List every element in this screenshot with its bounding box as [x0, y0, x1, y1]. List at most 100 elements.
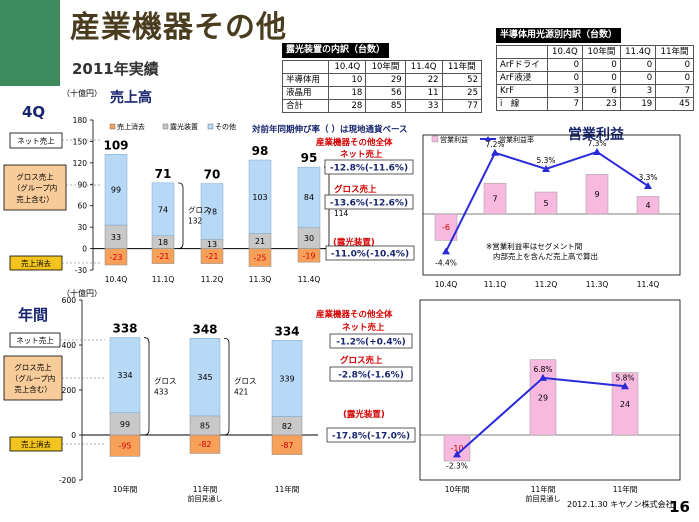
q-op-rate-label: 7.3% [587, 139, 606, 148]
q-op-rate-marker [442, 247, 450, 255]
semis-table-row: ArFドライ 0 0 0 0 [496, 58, 694, 72]
q-sales-bar-other-label: 99 [111, 186, 121, 195]
green-accent-bar [0, 0, 60, 86]
a-sales-gross-label: グロス [154, 375, 177, 385]
q-op-category-label: 10.4Q [435, 280, 458, 289]
a-sales-y-tick-label: 400 [62, 341, 77, 350]
a-op-category-sublabel: 前回見通し [526, 494, 561, 503]
q-legend-label: 売上消去 [117, 122, 145, 131]
q-yoy-gross-box [324, 194, 414, 210]
a-op-rate-marker [539, 373, 547, 381]
q-sales-bar-elim-label: -23 [109, 253, 122, 262]
q-sales-y-tick-label: 0 [82, 245, 87, 254]
a-sales-category-sublabel: 前回見通し [188, 494, 223, 503]
a-side-gross-text: グロス売上 [14, 362, 52, 372]
q-sales-category-label: 11.3Q [249, 275, 272, 284]
a-yoy-gross-box [329, 366, 413, 382]
q-sales-bar-other [200, 183, 224, 240]
q-op-legend-marker [485, 136, 491, 141]
q-sales-bar-elim-label: -21 [205, 252, 218, 261]
q-exposure-label: (露光装置) [333, 237, 375, 248]
a-sales-bar-exposure-label: 82 [282, 422, 292, 431]
q-legend-label: 露光装置 [170, 122, 198, 131]
q-sales-y-tick-label: 30 [77, 223, 87, 232]
semis-table-caption: 半導体用光源別内訳（台数） [496, 28, 622, 43]
a-op-rate-marker [621, 382, 629, 390]
q-op-bar-label: 5 [543, 199, 548, 208]
a-sales-bar-other [189, 338, 221, 417]
q-sales-y-tick-label: 150 [73, 137, 88, 146]
q-legend-swatch [162, 123, 169, 130]
a-sales-category-label: 10年間 [113, 484, 138, 494]
q-sales-bar-exposure-label: 21 [255, 237, 265, 246]
q-yoy-exposure: -11.0%(-10.4%) [331, 250, 409, 260]
q-sales-bar-elim-label: -21 [156, 252, 169, 261]
q-op-legend-bar: 営業利益 [440, 135, 468, 144]
a-unit-label: （十億円） [62, 288, 102, 298]
q-side-gross-text: （グループ内 [13, 183, 58, 193]
q-op-bar [585, 174, 609, 215]
q-op-bar [636, 196, 660, 215]
op-note-1: ※営業利益率はセグメント間 [486, 241, 582, 251]
a-sales-bar-elim-label: -82 [198, 440, 211, 449]
a-sales-gross-value: 421 [234, 388, 249, 397]
q-sales-bar-exposure-label: 13 [207, 240, 217, 249]
q-sales-total-label: 70 [204, 168, 221, 182]
a-op-bar [529, 359, 557, 436]
a-sales-total-label: 334 [274, 324, 299, 338]
q-sales-bar-other [248, 159, 272, 234]
a-sales-bar-other [109, 337, 141, 413]
q-sales-total-label: 71 [155, 167, 172, 181]
q-side-gross-text: グロス売上 [16, 171, 54, 181]
q-sales-bar-elim-label: -25 [253, 254, 266, 263]
annual-heading: 年間 [18, 306, 48, 324]
a-side-gross-text: 売上含む） [14, 384, 52, 394]
q-op-category-label: 11.1Q [484, 280, 507, 289]
q-sales-bar-exposure-label: 30 [304, 234, 314, 243]
q-op-category-label: 11.2Q [535, 280, 558, 289]
q-op-rate-marker [491, 148, 499, 156]
q-op-rate-marker [542, 164, 550, 172]
q-sales-bar-other-label: 78 [207, 207, 217, 216]
q-op-category-label: 11.4Q [637, 280, 660, 289]
a-op-bar-label: 24 [620, 400, 630, 409]
q-sales-gross-bracket [177, 182, 184, 249]
q-sales-bar-other-label: 74 [158, 205, 168, 214]
semis-table-cell: 19 [619, 97, 657, 111]
exposure-table-cell: 合計 [281, 99, 330, 113]
exposure-table-row: 液晶用 18 56 11 25 [281, 86, 483, 100]
a-gross-label: グロス売上 [340, 355, 383, 366]
q-yoy-gross: -13.6%(-12.6%) [330, 199, 408, 209]
a-op-frame [419, 299, 681, 481]
q-unit-label: （十億円） [62, 88, 102, 98]
q-sales-bar-other [297, 166, 321, 228]
q-op-bar-label: 7 [492, 195, 497, 204]
q-sales-total-label: 109 [103, 138, 128, 152]
a-exposure-label: (露光装置) [343, 409, 385, 420]
semis-table: 10.4Q 10年間 11.4Q 11年間 ArFドライ 0 0 0 0 ArF液浸 0 0 0 0 KrF… [496, 45, 694, 111]
a-sales-gross-bracket [143, 337, 150, 436]
q-sales-gross-label: グロス [188, 205, 211, 215]
q-op-legend-line: 営業利益率 [499, 135, 534, 144]
q-op-category-label: 11.3Q [586, 280, 609, 289]
q-sales-bar-other-label: 103 [252, 193, 267, 202]
a-yoy-gross: -2.8%(-1.6%) [338, 371, 404, 381]
a-sales-y-tick-label: 200 [62, 386, 77, 395]
a-sales-bar-exposure-label: 99 [120, 420, 130, 429]
a-op-category-label: 10年間 [445, 484, 470, 494]
a-ind-total-label: 産業機器その他全体 [316, 309, 393, 320]
a-sales-y-tick-label: 0 [71, 431, 76, 440]
a-sales-category-label: 11年間 [193, 484, 218, 494]
a-side-net-text: ネット売上 [16, 335, 54, 345]
a-yoy-net: -1.2%(+0.4%) [336, 338, 405, 348]
a-sales-gross-value: 433 [154, 387, 169, 396]
a-op-bar-label: 29 [538, 393, 548, 402]
q-sales-title: 売上高 [110, 89, 152, 106]
q-legend-swatch [109, 123, 116, 130]
semis-table-row: i 線 7 23 19 45 [496, 97, 694, 111]
q-yoy-net: -12.8%(-11.6%) [330, 164, 408, 174]
exposure-table-cell: 77 [441, 99, 483, 113]
a-net-label: ネット売上 [342, 322, 385, 333]
q-sales-total-label: 98 [252, 144, 269, 158]
